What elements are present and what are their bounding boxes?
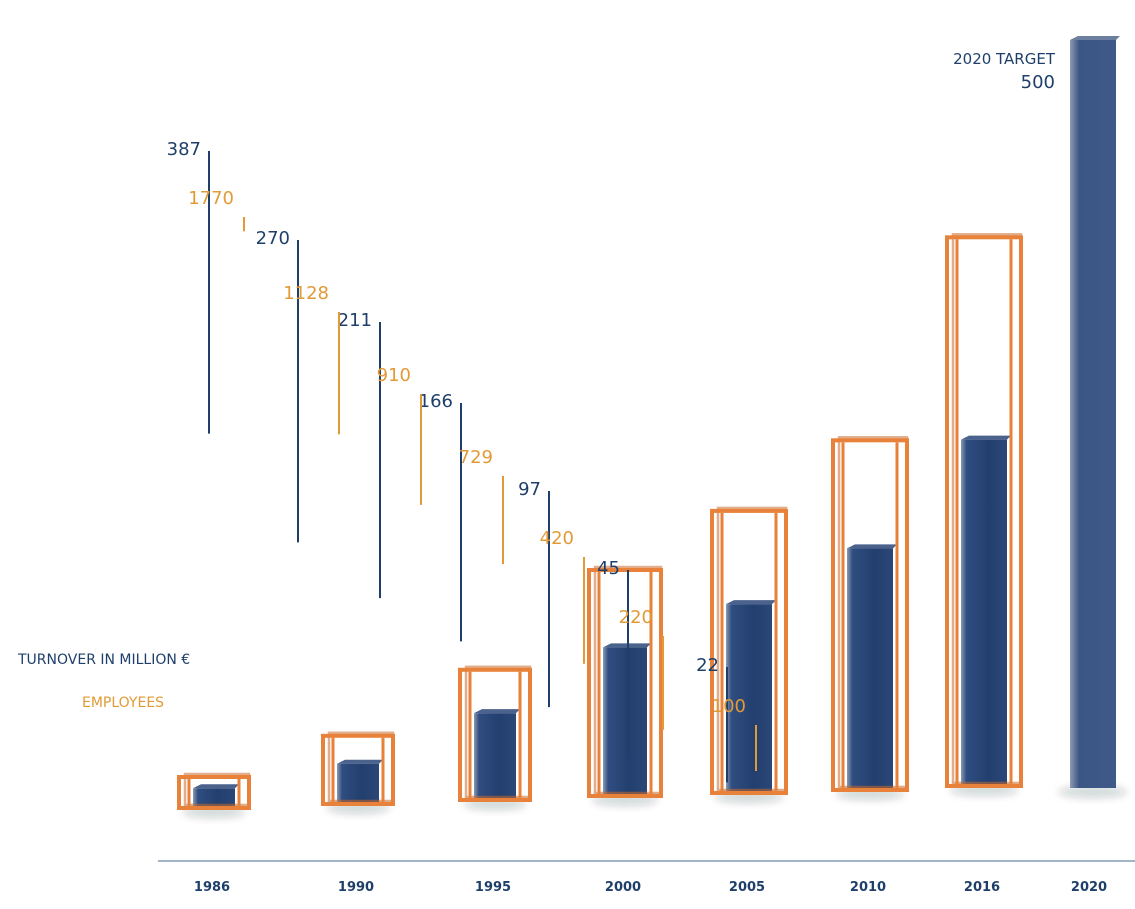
turnover-bar-top <box>1070 36 1120 40</box>
employees-frame-1995 <box>458 665 532 802</box>
turnover-bar-2020 <box>1070 36 1120 788</box>
employees-frame-front <box>831 438 909 792</box>
turnover-value-label: 270 <box>256 228 290 249</box>
employees-value-label: 100 <box>712 696 746 717</box>
turnover-bar-top <box>193 784 239 789</box>
turnover-bar-top <box>726 600 776 605</box>
employees-frame-2005 <box>710 506 788 795</box>
target-value-label: 500 <box>1021 72 1055 93</box>
turnover-bar-top <box>474 709 520 714</box>
employees-value-label: 910 <box>377 365 411 386</box>
x-tick-label: 1986 <box>194 880 230 895</box>
turnover-bar-top <box>961 435 1011 440</box>
turnover-bar-face <box>474 713 516 800</box>
turnover-bar-top <box>337 759 383 764</box>
turnover-bar-face <box>726 604 772 793</box>
employees-value-label: 1128 <box>283 283 329 304</box>
x-tick-label: 1990 <box>338 880 374 895</box>
employees-frame-2016 <box>945 233 1023 789</box>
legend-employees-label: EMPLOYEES <box>82 695 164 711</box>
turnover-bar-1995 <box>474 709 520 800</box>
turnover-bar-2016 <box>961 435 1011 786</box>
turnover-value-label: 211 <box>338 310 372 331</box>
x-tick-label: 2005 <box>729 880 765 895</box>
turnover-bar-2000 <box>603 643 651 796</box>
x-tick-label: 2010 <box>850 880 886 895</box>
legend-turnover-label: TURNOVER IN MILLION € <box>17 652 190 668</box>
turnover-bar-face <box>961 439 1007 786</box>
turnover-bar-face <box>193 788 235 808</box>
bar-shadow <box>1058 786 1128 798</box>
employees-frame-front <box>710 508 788 795</box>
x-tick-label: 2000 <box>605 880 641 895</box>
turnover-value-label: 387 <box>167 139 201 160</box>
employees-value-label: 1770 <box>188 188 234 209</box>
turnover-value-label: 45 <box>597 558 620 579</box>
employees-frame-1986 <box>177 772 251 810</box>
target-label: 2020 TARGET <box>953 50 1056 68</box>
employees-frame-2000 <box>587 565 663 799</box>
x-tick-label: 2020 <box>1071 880 1107 895</box>
turnover-bar-face <box>847 548 893 790</box>
x-tick-label: 2016 <box>964 880 1000 895</box>
turnover-bar-1986 <box>193 784 239 808</box>
employees-value-label: 220 <box>619 607 653 628</box>
turnover-bar-face <box>337 763 379 804</box>
turnover-bar-top <box>847 544 897 549</box>
employees-frame-front <box>177 775 251 810</box>
employees-frame-front <box>587 568 663 799</box>
employees-frame-2010 <box>831 436 909 792</box>
employees-value-label: 420 <box>540 528 574 549</box>
turnover-value-label: 22 <box>696 655 719 676</box>
employees-value-label: 729 <box>459 447 493 468</box>
employees-frame-1990 <box>321 731 395 806</box>
employees-frame-front <box>321 733 395 806</box>
turnover-value-label: 97 <box>518 479 541 500</box>
turnover-value-label: 166 <box>419 391 453 412</box>
employees-frame-front <box>458 667 532 802</box>
turnover-bar-face <box>1070 40 1116 788</box>
turnover-bar-2010 <box>847 544 897 790</box>
x-tick-label: 1995 <box>475 880 511 895</box>
turnover-bar-2005 <box>726 600 776 793</box>
employees-frame-front <box>945 235 1023 789</box>
turnover-bar-1990 <box>337 759 383 804</box>
turnover-bar-face <box>603 647 647 796</box>
